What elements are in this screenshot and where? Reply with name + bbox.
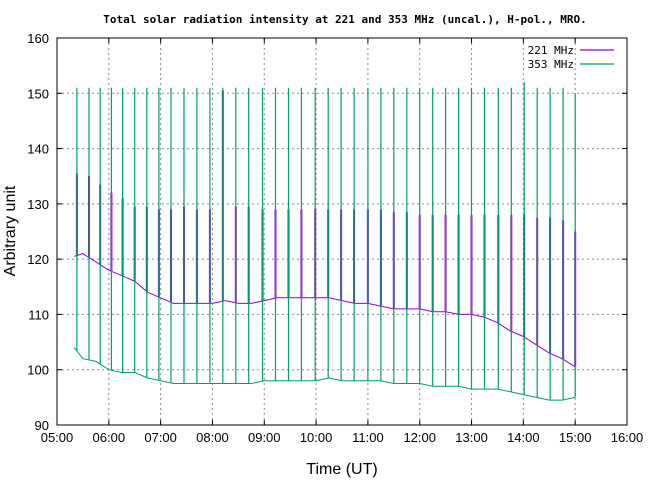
y-tick-label: 120 <box>27 252 49 267</box>
y-tick-label: 90 <box>35 418 49 433</box>
y-tick-label: 140 <box>27 142 49 157</box>
y-axis: 90 100 110 120 130 140 150 160 <box>27 31 627 433</box>
x-tick-label: 10:00 <box>300 430 333 445</box>
y-tick-label: 110 <box>28 307 49 322</box>
x-tick-label: 05:00 <box>41 430 74 445</box>
x-tick-label: 13:00 <box>455 430 488 445</box>
plot-frame <box>56 37 628 426</box>
legend-label: 353 MHz <box>528 58 574 71</box>
y-axis-label: Arbitrary unit <box>2 185 19 276</box>
y-tick-label: 160 <box>27 31 49 46</box>
x-tick-label: 14:00 <box>507 430 540 445</box>
plot-area <box>73 82 577 401</box>
x-tick-label: 06:00 <box>93 430 126 445</box>
x-tick-label: 07:00 <box>144 430 177 445</box>
series-line-221-mhz <box>74 253 576 368</box>
series-line-353-mhz <box>73 347 576 401</box>
x-tick-label: 11:00 <box>352 430 384 445</box>
x-tick-label: 15:00 <box>559 430 592 445</box>
x-axis-label: Time (UT) <box>306 461 377 478</box>
y-tick-label: 130 <box>27 197 49 212</box>
y-tick-label: 150 <box>27 86 49 101</box>
x-tick-label: 08:00 <box>196 430 229 445</box>
x-tick-label: 09:00 <box>248 430 281 445</box>
y-tick-label: 100 <box>27 363 49 378</box>
x-axis: 05:00 06:00 07:00 08:00 09:00 10:00 11:00 12:00… <box>41 38 644 445</box>
legend-label: 221 MHz <box>528 44 574 57</box>
chart-title: Total solar radiation intensity at 221 a… <box>103 13 586 26</box>
x-tick-label: 12:00 <box>403 430 436 445</box>
x-tick-label: 16:00 <box>611 430 644 445</box>
